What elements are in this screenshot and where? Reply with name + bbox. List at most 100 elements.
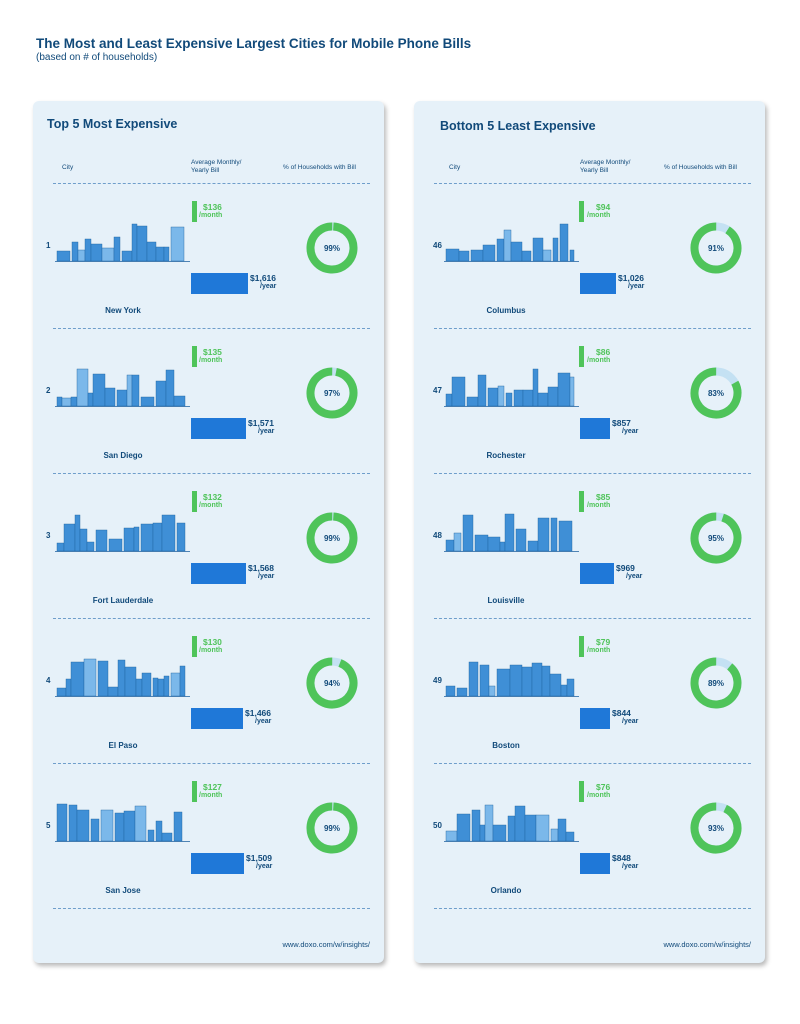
skyline-building: [532, 368, 539, 407]
monthly-unit: /month: [587, 647, 611, 654]
yearly-value: $1,616: [250, 273, 276, 283]
skyline-building: [70, 661, 85, 697]
skyline-building: [569, 376, 575, 407]
monthly-unit: /month: [199, 647, 223, 654]
yearly-bar: [191, 708, 243, 729]
rank-number: 3: [46, 531, 51, 540]
skyline-building: [549, 673, 562, 697]
monthly-bar: [192, 781, 197, 802]
yearly-bar: [580, 853, 610, 874]
skyline-building: [108, 538, 123, 552]
skyline-building: [90, 818, 100, 842]
skyline-building: [532, 237, 544, 262]
rank-number: 50: [433, 821, 442, 830]
city-row: 48 Louisville $85/month $969/year 95%: [414, 481, 765, 626]
skyline-building: [552, 237, 559, 262]
skyline-building: [61, 397, 72, 407]
skyline-building: [68, 804, 78, 842]
column-header-pct: % of Households with Bill: [283, 164, 356, 171]
skyline-building: [161, 832, 173, 842]
yearly-bar: [191, 273, 248, 294]
donut-label: 94%: [324, 679, 340, 688]
san-diego-skyline-icon: [55, 368, 190, 407]
skyline-building: [70, 396, 78, 407]
monthly-value: $130: [203, 637, 222, 647]
skyline-building: [146, 241, 157, 262]
skyline-shapes: [444, 661, 579, 697]
monthly-unit: /month: [199, 212, 223, 219]
yearly-value: $857: [612, 418, 631, 428]
skyline-building: [445, 539, 455, 552]
skyline-building: [56, 542, 65, 552]
city-row: 1 New York $136/month $1,616/year 99%: [33, 191, 384, 336]
skyline-building: [165, 369, 175, 407]
monthly-unit: /month: [199, 357, 223, 364]
skyline-building: [496, 668, 511, 697]
monthly-value: $79: [596, 637, 611, 647]
source-link[interactable]: www.doxo.com/w/insights/: [282, 940, 370, 949]
skyline-building: [170, 672, 181, 697]
yearly-bar: [191, 563, 246, 584]
skyline-building: [56, 396, 63, 407]
yearly-value: $969: [616, 563, 635, 573]
yearly-value: $848: [612, 853, 631, 863]
row-separator: [434, 183, 751, 184]
donut-fill: [690, 512, 742, 564]
page-subtitle: (based on # of households): [36, 52, 158, 63]
skyline-building: [487, 536, 501, 552]
rank-number: 47: [433, 386, 442, 395]
city-row: 4 El Paso $130/month $1,466/year 94%: [33, 626, 384, 771]
skyline-building: [451, 376, 466, 407]
monthly-unit: /month: [199, 502, 223, 509]
donut-fill: [306, 802, 358, 854]
row-separator: [434, 763, 751, 764]
monthly-value: $132: [203, 492, 222, 502]
skyline-building: [514, 805, 526, 842]
skyline-building: [445, 248, 460, 262]
skyline-building: [453, 532, 462, 552]
skyline-building: [507, 815, 516, 842]
most-expensive-panel: Top 5 Most Expensive City Average Monthl…: [33, 101, 384, 963]
skyline-building: [123, 527, 135, 552]
skyline-building: [499, 541, 506, 552]
monthly-bar: [192, 201, 197, 222]
skyline-building: [136, 225, 148, 262]
skyline-building: [173, 811, 183, 842]
skyline-building: [513, 389, 524, 407]
skyline-building: [456, 687, 468, 697]
row-separator: [434, 473, 751, 474]
yearly-value: $1,026: [618, 273, 644, 283]
skyline-building: [479, 824, 486, 842]
yearly-bar: [580, 708, 610, 729]
row-separator: [53, 328, 370, 329]
boston-skyline-icon: [444, 661, 579, 697]
skyline-building: [468, 661, 479, 697]
skyline-building: [179, 665, 186, 697]
skyline-building: [140, 523, 154, 552]
skyline-building: [152, 522, 163, 552]
skyline-building: [157, 678, 165, 697]
city-name: Fort Lauderdale: [92, 596, 154, 605]
skyline-building: [113, 236, 121, 262]
row-separator: [53, 763, 370, 764]
source-link[interactable]: www.doxo.com/w/insights/: [663, 940, 751, 949]
skyline-shapes: [55, 803, 190, 842]
city-name: Boston: [492, 741, 520, 750]
households-donut: 91%: [690, 222, 742, 274]
skyline-building: [163, 246, 170, 262]
yearly-value: $1,466: [245, 708, 271, 718]
monthly-value: $127: [203, 782, 222, 792]
skyline-building: [537, 517, 550, 552]
donut-label: 93%: [708, 824, 724, 833]
column-header-bill-line1: Average Monthly/: [580, 159, 631, 166]
monthly-value: $76: [596, 782, 611, 792]
skyline-building: [170, 226, 185, 262]
orlando-skyline-icon: [444, 804, 579, 842]
donut-label: 99%: [324, 244, 340, 253]
skyline-building: [484, 804, 494, 842]
skyline-building: [524, 814, 537, 842]
yearly-bar: [580, 273, 616, 294]
city-name: San Diego: [103, 451, 143, 460]
city-name: Columbus: [486, 306, 526, 315]
rank-number: 48: [433, 531, 442, 540]
